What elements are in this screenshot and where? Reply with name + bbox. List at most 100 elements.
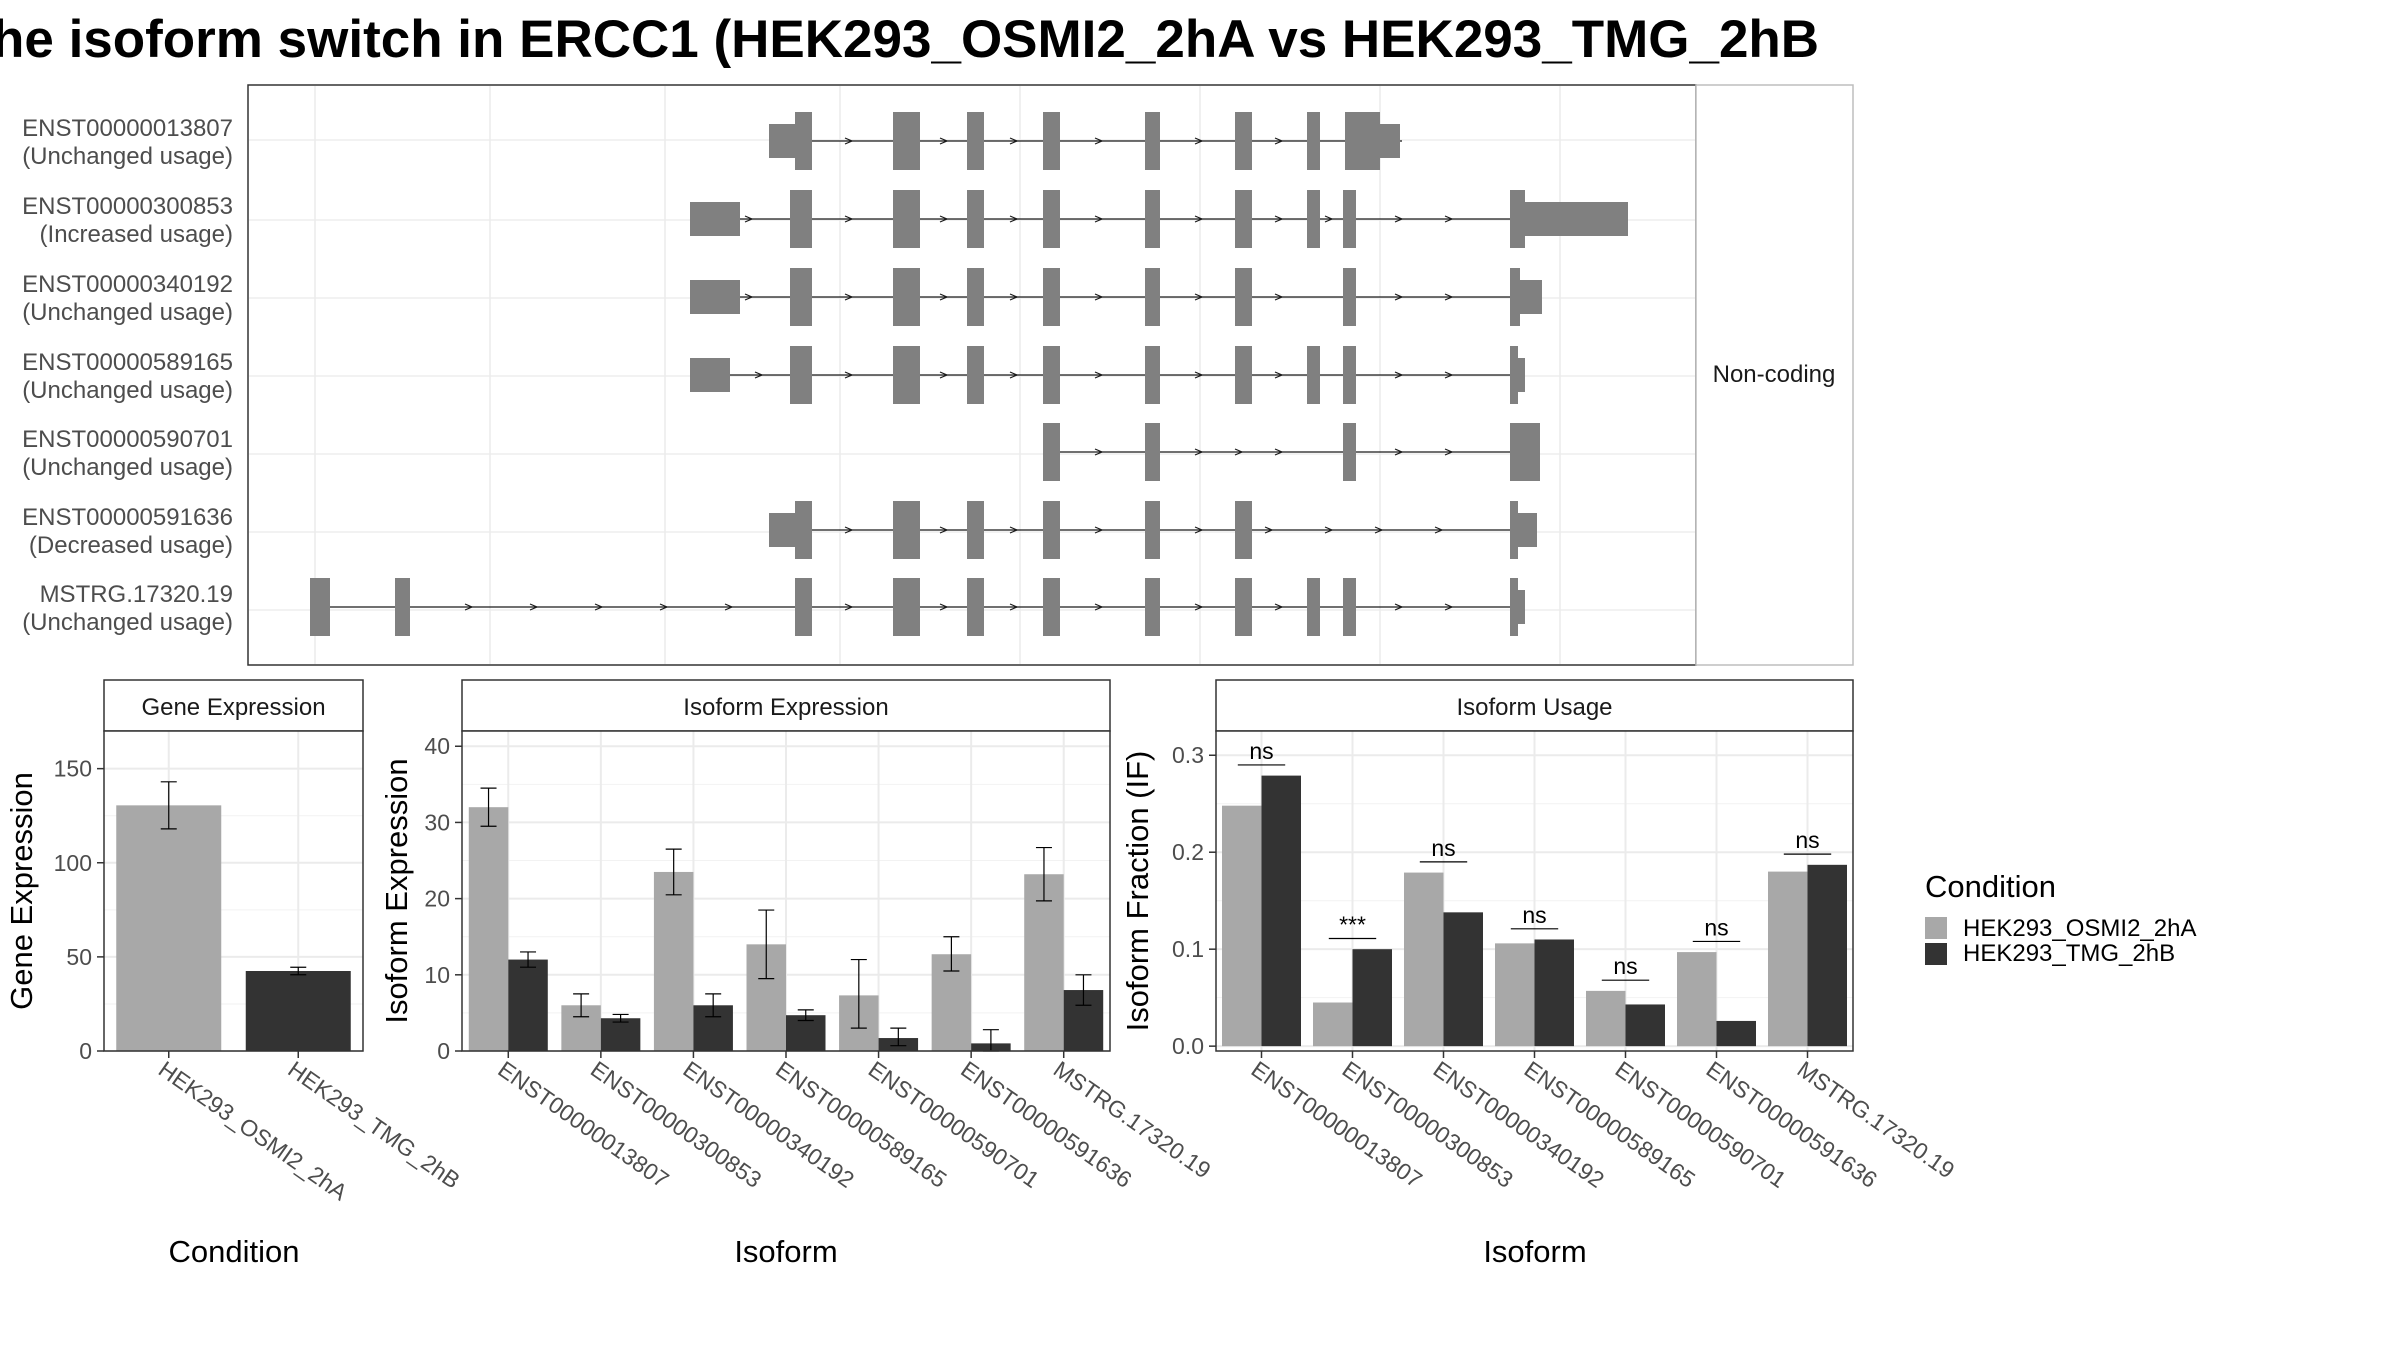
exon	[1307, 346, 1320, 404]
x-axis-title: Isoform	[1483, 1234, 1586, 1269]
strand-arrow	[1194, 526, 1204, 534]
exon	[1145, 346, 1160, 404]
exon	[1235, 578, 1252, 636]
strand-arrow	[1094, 526, 1104, 534]
significance-label: ns	[1431, 835, 1455, 861]
exon	[1510, 268, 1520, 326]
exon	[1525, 202, 1628, 236]
exon	[967, 501, 984, 559]
strand-arrow	[1274, 603, 1284, 611]
x-tick-label: ENST00000589165	[1520, 1056, 1700, 1193]
exon	[1343, 578, 1356, 636]
y-axis-title: Gene Expression	[4, 772, 39, 1010]
facet-strip	[103, 679, 364, 732]
strand-arrow	[744, 293, 754, 301]
bar	[1807, 864, 1847, 1047]
exon	[1145, 423, 1160, 481]
exon	[1518, 358, 1525, 392]
figure-title: he isoform switch in ERCC1 (HEK293_OSMI2…	[0, 10, 1819, 69]
strand-arrow	[1274, 137, 1284, 145]
exon	[1510, 190, 1525, 248]
exon	[1145, 268, 1160, 326]
strand-arrow	[724, 603, 734, 611]
facet-strip	[1215, 679, 1854, 732]
exon	[1043, 346, 1060, 404]
bar	[1534, 939, 1574, 1047]
bar	[1716, 1020, 1756, 1047]
strand-arrow	[1094, 215, 1104, 223]
bar	[508, 959, 548, 1051]
strand-arrow	[1274, 215, 1284, 223]
strand-arrow	[1274, 448, 1284, 456]
y-tick-label: 40	[424, 733, 450, 759]
exon	[1043, 268, 1060, 326]
strand-arrow	[1009, 371, 1019, 379]
exon	[1520, 280, 1542, 314]
exon	[967, 112, 984, 170]
panel-title: Isoform Expression	[683, 694, 888, 721]
strand-arrow	[1324, 526, 1334, 534]
exon	[1307, 578, 1320, 636]
bar	[1586, 990, 1626, 1047]
exon	[967, 268, 984, 326]
strand-arrow	[844, 215, 854, 223]
strand-arrow	[1009, 137, 1019, 145]
x-tick-label: ENST00000591636	[1702, 1056, 1882, 1193]
strand-arrow	[939, 215, 949, 223]
strand-arrow	[1394, 293, 1404, 301]
track-id-label: MSTRG.17320.19	[40, 581, 233, 608]
transcript-track	[690, 190, 1628, 248]
exon	[893, 268, 920, 326]
strand-arrow	[844, 371, 854, 379]
bar	[653, 871, 694, 1051]
isoform-expression-panel: Isoform Expression 0 10 20 30 40 ENST000000138…	[379, 679, 1216, 1269]
exon	[1307, 112, 1320, 170]
strand-arrow	[1094, 448, 1104, 456]
track-usage-label: (Unchanged usage)	[22, 377, 233, 404]
transcript-track	[769, 112, 1402, 170]
exon	[893, 346, 920, 404]
x-tick-label: ENST00000300853	[586, 1056, 766, 1193]
y-axis-title: Isoform Fraction (IF)	[1120, 751, 1155, 1032]
exon	[1343, 423, 1356, 481]
exon	[1235, 346, 1252, 404]
strand-arrow	[844, 137, 854, 145]
strand-arrow	[1444, 215, 1454, 223]
strand-arrow	[844, 526, 854, 534]
exon	[1235, 501, 1252, 559]
exon	[1345, 112, 1380, 170]
strand-arrow	[1444, 448, 1454, 456]
legend: Condition HEK293_OSMI2_2hA HEK293_TMG_2h…	[1925, 869, 2196, 967]
x-tick-label: ENST00000300853	[1338, 1056, 1518, 1193]
strand-arrow	[1444, 371, 1454, 379]
exon	[893, 112, 920, 170]
exon	[769, 513, 795, 547]
bar	[116, 805, 222, 1051]
strand-arrow	[529, 603, 539, 611]
significance-label: ns	[1795, 827, 1819, 853]
exon	[795, 112, 812, 170]
strand-arrow	[1274, 293, 1284, 301]
strand-arrow	[1434, 526, 1444, 534]
y-tick-label: 10	[424, 962, 450, 988]
exon	[1518, 513, 1537, 547]
x-tick-label: MSTRG.17320.19	[1049, 1056, 1216, 1184]
bar	[1352, 949, 1392, 1047]
strand-arrow	[464, 603, 474, 611]
strand-arrow	[1394, 215, 1404, 223]
strand-arrow	[1009, 526, 1019, 534]
legend-label-tmg: HEK293_TMG_2hB	[1963, 940, 2175, 967]
exon	[1510, 501, 1518, 559]
strand-arrow	[1094, 137, 1104, 145]
bar	[1443, 912, 1483, 1047]
exon	[1510, 423, 1540, 481]
transcript-track	[690, 268, 1542, 326]
bar	[1222, 805, 1262, 1047]
y-tick-label: 0	[79, 1038, 92, 1064]
x-tick-label: ENST00000340192	[679, 1056, 859, 1193]
bar	[1768, 871, 1808, 1047]
bar	[1024, 874, 1064, 1051]
exon	[1235, 190, 1252, 248]
strand-arrow	[1194, 448, 1204, 456]
track-id-label: ENST00000591636	[22, 504, 233, 531]
